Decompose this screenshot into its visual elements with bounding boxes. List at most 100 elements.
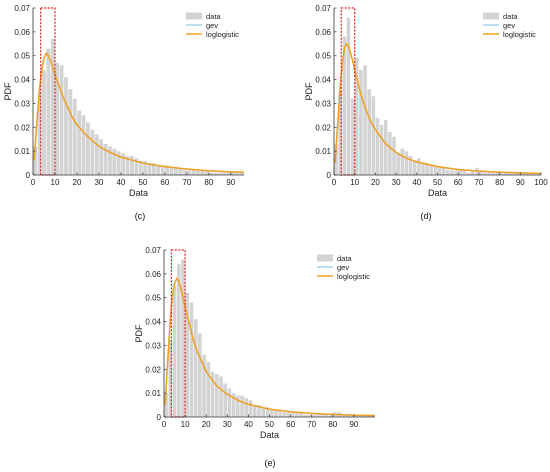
histogram-bar [227,388,232,417]
y-tick-label: 0 [327,171,332,180]
x-tick-label: 10 [181,420,190,429]
histogram-bar [209,172,213,175]
y-tick-label: 0.06 [14,28,30,37]
histogram-bar [392,136,396,175]
histogram-bar [59,65,64,175]
histogram-bar [342,36,347,175]
histogram-bar [367,89,371,175]
histogram-bar [350,98,355,175]
histogram-bar [182,170,187,175]
histogram-bar [112,148,117,175]
histogram-bar [125,155,130,175]
x-tick-label: 20 [73,178,82,187]
y-tick-label: 0.01 [14,147,30,156]
x-tick-label: 70 [307,420,316,429]
histogram-bar [231,393,236,417]
histogram-bar [103,143,108,175]
histogram-bar [375,117,380,175]
histogram-bar [379,124,384,175]
legend-label: data [337,254,352,263]
x-tick-label: 30 [94,178,103,187]
histogram-bar [204,170,209,175]
x-tick-label: 50 [433,178,442,187]
histogram-bar [130,155,134,175]
x-tick-label: 0 [31,178,36,187]
histogram-bar [316,414,320,417]
histogram-bar [290,412,295,417]
histogram-bar [328,414,333,417]
histogram-bar [226,172,231,175]
histogram-bar [312,414,316,417]
histogram-bar [235,172,240,175]
histogram-bar [191,170,196,175]
histogram-bar [400,148,405,175]
histogram-bar [269,409,274,417]
histogram-bar [396,153,400,175]
x-tick-label: 20 [371,178,380,187]
histogram-bar [248,400,253,417]
histogram-bar [198,333,202,417]
histogram-bar [189,302,194,417]
histogram-bar [185,292,190,417]
histogram-bar [324,414,329,417]
histogram-bar [151,163,156,175]
y-axis-label: PDF [134,324,144,343]
x-tick-label: 20 [202,420,211,429]
histogram-bar [147,163,152,175]
x-tick-label: 90 [516,178,525,187]
histogram-bar [499,172,504,175]
x-tick-label: 50 [138,178,147,187]
y-tick-label: 0.03 [14,99,30,108]
histogram-bar [450,170,454,175]
histogram-bars [334,17,541,175]
histogram-bar [55,62,60,175]
histogram-bar [334,143,338,175]
histogram-bar [223,383,227,417]
y-tick-label: 0.06 [145,270,161,279]
histogram-bar [282,412,287,417]
x-tick-label: 40 [116,178,125,187]
histogram-bar [50,39,55,175]
histogram-bar [202,354,206,417]
histogram-bar [307,414,312,417]
histogram-bar [236,395,240,417]
legend-label: data [206,12,221,21]
histogram-bar [257,405,261,417]
histogram-bar [286,412,291,417]
histogram-bar [160,165,165,175]
histogram-bar [37,93,42,175]
histogram-bar [244,397,249,417]
x-tick-label: 60 [160,178,169,187]
histogram-bar [491,172,496,175]
histogram-bar [164,393,168,417]
histogram-bar [193,319,198,417]
histogram-bar [165,165,169,175]
histogram-bar [425,163,429,175]
histogram-bar [90,129,95,175]
histogram-bar [516,172,520,175]
legend-swatch-data [186,12,202,20]
histogram-bar [173,167,178,175]
loglogistic-curve [164,277,375,417]
histogram-bar [458,170,463,175]
histogram-bar [437,167,442,175]
histogram-bar [46,48,51,175]
histogram-bar [417,158,421,175]
histogram-bar [429,165,434,175]
histogram-bar [200,170,205,175]
histogram-bar [346,17,351,175]
x-tick-label: 60 [286,420,295,429]
panel-caption: (d) [421,211,432,221]
histogram-bar [299,412,303,417]
histogram-bar [72,98,77,175]
histogram-bar [42,70,46,175]
histogram-bar [206,362,211,417]
histogram-bar [470,170,475,175]
histogram-bar [412,160,417,175]
histogram-bar [187,170,191,175]
histogram-bar [240,395,244,417]
highlight-box [170,249,186,418]
histogram-bar [252,405,257,417]
